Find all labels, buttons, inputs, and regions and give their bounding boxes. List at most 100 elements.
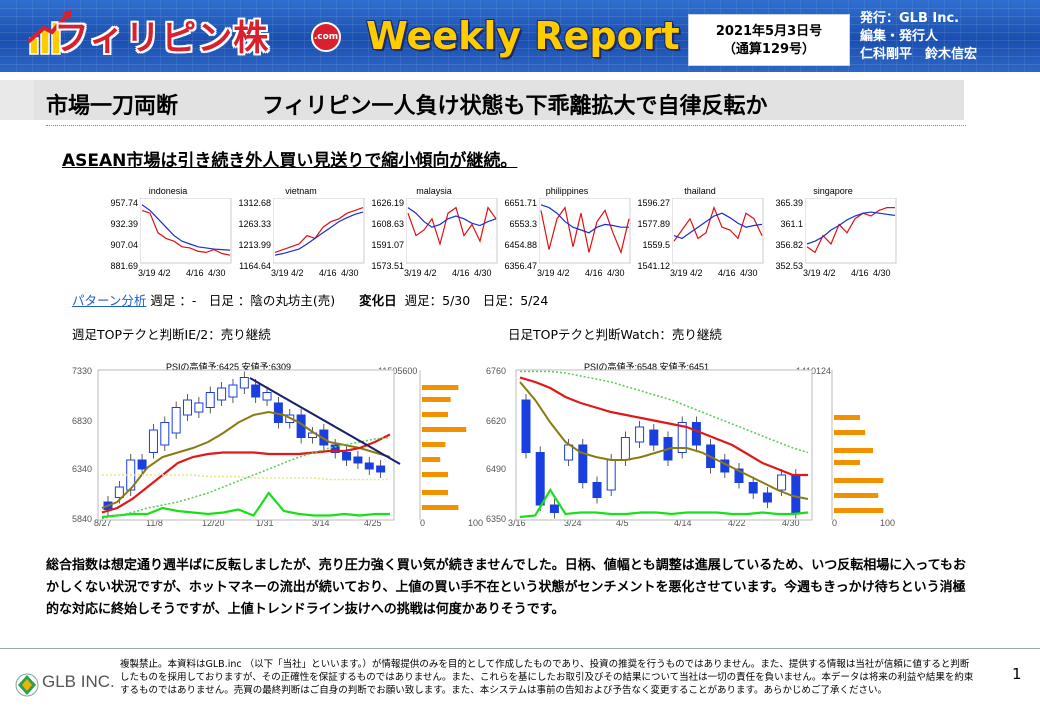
header-grid-line: [0, 48, 1040, 49]
glb-leaf-icon: [15, 673, 39, 697]
daily-volume-top: 1410124: [796, 366, 832, 376]
trendline: [249, 377, 401, 465]
mini-chart-ytick: 907.04: [110, 240, 138, 250]
histogram-bar: [422, 442, 446, 447]
histogram-bar: [422, 472, 448, 477]
mini-chart-plot: [672, 198, 764, 264]
histogram-bar: [834, 508, 884, 513]
candlestick: [239, 377, 249, 389]
daily-chart: PSIの高値予:6548 安値予:6451 6760 6620 6490 635…: [482, 360, 902, 530]
subtitle: ASEAN市場は引き続き外人買い見送りで縮小傾向が継続。: [62, 151, 518, 171]
header-grid-line: [160, 0, 161, 72]
weekly-hist-x-max: 100: [468, 518, 484, 528]
mini-chart-plot: [539, 198, 631, 264]
mini-chart-ytick: 1573.51: [371, 261, 404, 271]
header-grid-line: [928, 0, 929, 72]
mini-chart-frame: [539, 198, 631, 264]
header-grid-line: [0, 32, 1040, 33]
mini-chart-xtick: 4/30: [740, 268, 758, 278]
mini-chart-xtick: 4/30: [474, 268, 492, 278]
candlestick: [228, 384, 238, 398]
mini-chart-indonesia: indonesia 957.74 932.39 907.04 881.69 3/19 4/2…: [100, 186, 236, 284]
daily-hist-x-max: 100: [880, 518, 896, 528]
histogram-bar: [422, 385, 459, 390]
mini-chart-ytick: 1213.99: [238, 240, 271, 250]
pattern-row: パターン分析 週足 ：- 日足 ：陰の丸坊主(売) 変化日 週足：5/30 日足：5/…: [72, 290, 548, 309]
mini-chart-average-line: [673, 212, 763, 240]
signal-dotted-green: [520, 370, 809, 454]
mini-chart-price-line: [806, 207, 895, 254]
header-banner: [0, 0, 1040, 72]
weekly-volume-top: 11505600: [378, 366, 418, 376]
candlestick: [734, 468, 744, 483]
mini-chart-ytick: 1577.89: [637, 219, 670, 229]
histogram-bar: [422, 397, 451, 402]
daily-ytick: 6760: [486, 366, 507, 376]
header-grid-line: [0, 8, 1040, 9]
header-grid-line: [0, 16, 1040, 17]
candlestick: [748, 482, 758, 494]
change-date-label: 変化日: [359, 293, 397, 308]
change-date-text: 週足：5/30 日足：5/24: [404, 293, 549, 308]
candlestick: [762, 492, 772, 503]
histogram-bar: [422, 490, 448, 495]
mini-chart-xtick: 4/30: [607, 268, 625, 278]
mini-chart-title: thailand: [684, 186, 716, 196]
mini-chart-ytick: 352.53: [775, 261, 803, 271]
mini-chart-xtick: 4/16: [718, 268, 736, 278]
candlestick: [217, 387, 227, 401]
pattern-analysis-link[interactable]: パターン分析: [72, 293, 147, 308]
mini-chart-xtick: 3/19: [271, 268, 289, 278]
weekly-xtick: 1/31: [256, 518, 274, 528]
mini-chart-average-line: [407, 207, 497, 228]
mini-chart-title: singapore: [813, 186, 853, 196]
mini-chart-xtick: 4/16: [585, 268, 603, 278]
mini-chart-plot: [406, 198, 498, 264]
candlestick: [777, 474, 787, 491]
mini-chart-philippines: philippines 6651.71 6553.3 6454.88 6356.47 3/…: [499, 186, 635, 284]
histogram-bar: [422, 505, 459, 510]
header-grid-line: [80, 0, 81, 72]
moving-average-olive: [101, 410, 391, 509]
mini-chart-xtick: 4/16: [851, 268, 869, 278]
indicator-green: [101, 491, 390, 519]
daily-ytick: 6620: [486, 416, 507, 426]
section-title: 市場一刀両断: [46, 94, 179, 119]
header-grid-line: [464, 0, 465, 72]
histogram-bar: [422, 457, 441, 462]
summary-text: 総合指数は想定通り週半ばに反転しましたが、売り圧力強く買い気が続きませんでした。…: [46, 558, 967, 617]
header-grid-line: [1024, 0, 1025, 72]
weekly-ytick: 7330: [72, 366, 93, 376]
header-grid-line: [64, 0, 65, 72]
issue-date: 2021年5月3日号: [715, 24, 823, 39]
weekly-xtick: 11/8: [146, 518, 163, 528]
header-grid-line: [976, 0, 977, 72]
mini-chart-frame: [672, 198, 764, 264]
header-grid-line: [96, 0, 97, 72]
candlestick: [592, 482, 602, 498]
mini-chart-title: indonesia: [148, 186, 188, 196]
issue-date-box: 2021年5月3日号 （通算129号）: [688, 14, 850, 66]
mini-chart-price-line: [407, 206, 497, 247]
header-grid-line: [384, 0, 385, 72]
mini-chart-ytick: 1541.12: [637, 261, 670, 271]
mini-chart-frame: [140, 198, 232, 264]
mini-chart-xtick: 4/2: [823, 268, 836, 278]
moving-average-red: [101, 433, 391, 514]
mini-chart-title: vietnam: [285, 186, 317, 196]
publisher-info: 発行：GLB Inc. 編集・発行人 仁科剛平 鈴木信宏: [860, 10, 977, 64]
histogram-bar: [834, 430, 866, 435]
pattern-text: 週足 ：- 日足 ：陰の丸坊主(売): [150, 293, 336, 308]
histogram-bar: [834, 448, 873, 453]
weekly-xtick: 3/14: [312, 518, 330, 528]
header-grid-line: [208, 0, 209, 72]
candlestick: [578, 444, 588, 483]
header-grid-line: [1008, 0, 1009, 72]
candlestick: [677, 422, 687, 453]
header-grid-line: [0, 24, 1040, 25]
header-grid-line: [448, 0, 449, 72]
mini-chart-ytick: 932.39: [110, 219, 138, 229]
disclaimer: 複製禁止。本資料はGLB.inc （以下「当社」といいます。）が情報提供のみを目…: [120, 659, 974, 696]
mini-chart-price-line: [141, 209, 231, 256]
candlestick: [521, 399, 531, 453]
